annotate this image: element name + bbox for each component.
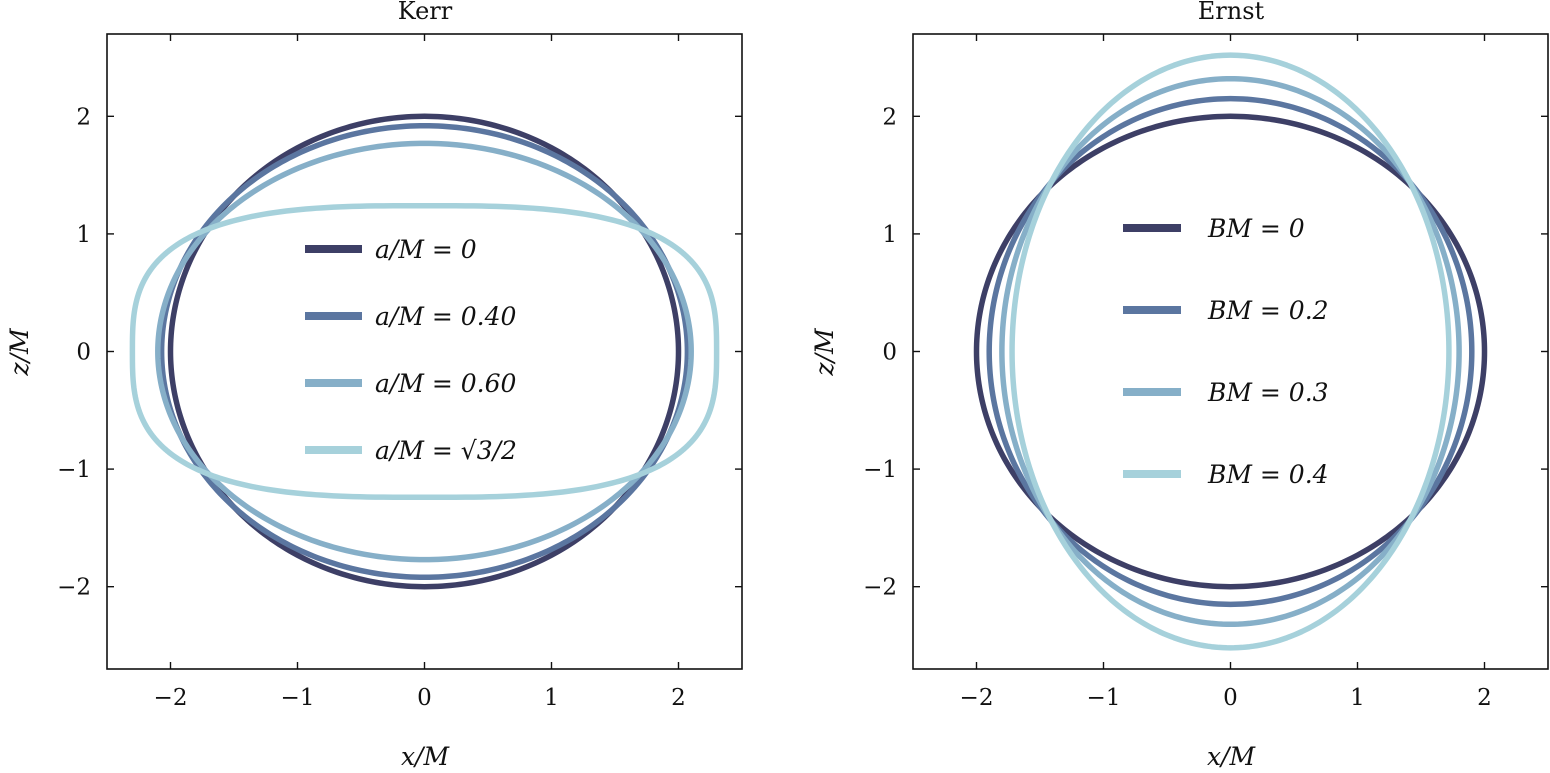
kerr-series-2-curve — [155, 140, 694, 563]
kerr-xtick-label-1: −1 — [281, 685, 315, 711]
kerr-series-3-curve — [129, 202, 720, 501]
kerr-ytick-label-3: 1 — [76, 222, 91, 248]
ernst-xtick-label-3: 1 — [1350, 685, 1365, 711]
ernst-legend: BM = 0 BM = 0.2 BM = 0.3 BM = 0.4 — [1123, 214, 1329, 489]
kerr-ytick-label-1: −1 — [57, 457, 91, 483]
ernst-plot-frame — [912, 33, 1549, 670]
kerr-xtick-label-3: 1 — [544, 685, 559, 711]
kerr-xtick-label-0: −2 — [154, 685, 188, 711]
kerr-legend-label-1: a/M = 0.40 — [375, 302, 517, 331]
ernst-xlabel: x/M — [1207, 742, 1257, 771]
ernst-ytick-label-3: 1 — [882, 222, 897, 248]
kerr-legend-label-3: a/M = √3/2 — [375, 436, 517, 465]
kerr-title: Kerr — [398, 0, 453, 25]
kerr-ytick-label-2: 0 — [76, 340, 91, 366]
ernst-series-2-curve — [999, 75, 1462, 628]
ernst-xtick-label-2: 0 — [1223, 685, 1238, 711]
ernst-ytick-label-1: −1 — [863, 457, 897, 483]
kerr-legend-label-2: a/M = 0.60 — [375, 369, 517, 398]
ernst-legend-label-0: BM = 0 — [1207, 214, 1305, 243]
kerr-ylabel: z/M — [5, 327, 34, 377]
ernst-xtick-label-4: 2 — [1477, 685, 1492, 711]
ernst-ytick-label-0: −2 — [863, 575, 897, 601]
ernst-series-1-curve — [986, 95, 1475, 608]
ernst-series-3-curve — [1009, 52, 1452, 651]
kerr-series-1-curve — [158, 122, 691, 581]
ernst-legend-label-3: BM = 0.4 — [1207, 460, 1329, 489]
kerr-ytick-label-4: 2 — [76, 104, 91, 130]
ernst-ylabel: z/M — [810, 327, 839, 377]
kerr-plot-frame — [106, 33, 743, 670]
kerr-series-0-curve — [167, 113, 682, 590]
kerr-xtick-label-2: 0 — [417, 685, 432, 711]
ernst-title: Ernst — [1198, 0, 1265, 25]
ernst-legend-label-1: BM = 0.2 — [1207, 296, 1329, 325]
ernst-ytick-label-2: 0 — [882, 340, 897, 366]
ernst-ytick-label-4: 2 — [882, 104, 897, 130]
kerr-xtick-label-4: 2 — [671, 685, 686, 711]
ernst-xtick-label-0: −2 — [960, 685, 994, 711]
ernst-series-0-curve — [973, 113, 1488, 590]
kerr-legend-label-0: a/M = 0 — [375, 235, 477, 264]
kerr-xlabel: x/M — [401, 742, 451, 771]
ernst-legend-label-2: BM = 0.3 — [1207, 378, 1329, 407]
kerr-legend: a/M = 0 a/M = 0.40 a/M = 0.60 a/M = √3/2 — [305, 235, 517, 465]
ernst-xtick-label-1: −1 — [1087, 685, 1121, 711]
kerr-ytick-label-0: −2 — [57, 575, 91, 601]
